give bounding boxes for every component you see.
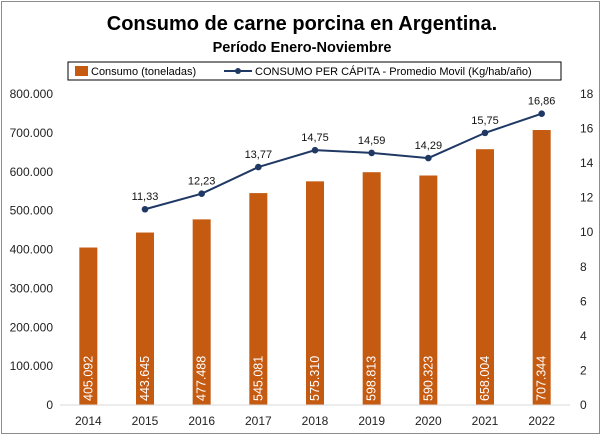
right-tick-label: 10	[580, 225, 594, 239]
left-tick-label: 800.000	[10, 87, 54, 101]
right-tick-label: 18	[580, 87, 594, 101]
x-tick-label: 2021	[472, 414, 499, 428]
right-axis: 0 2 4 6 8 10 12 14 16 18	[580, 87, 594, 412]
bar-data-label: 658.004	[478, 356, 492, 401]
left-tick-label: 0	[46, 398, 53, 412]
x-tick-label: 2022	[528, 414, 555, 428]
bar	[362, 172, 381, 405]
bar	[532, 130, 551, 405]
x-tick-label: 2017	[245, 414, 272, 428]
line-point	[538, 110, 545, 117]
right-tick-label: 6	[580, 294, 587, 308]
right-tick-label: 16	[580, 122, 594, 136]
x-tick-label: 2015	[132, 414, 159, 428]
bar	[192, 219, 211, 405]
bar	[136, 232, 154, 405]
right-tick-label: 14	[580, 156, 594, 170]
line-data-label: 12,23	[188, 176, 216, 188]
line-data-label: 16,86	[528, 96, 556, 108]
legend-bar-swatch	[75, 66, 88, 76]
bar	[249, 193, 268, 405]
left-tick-label: 100.000	[10, 359, 54, 373]
line-path	[144, 112, 542, 211]
left-tick-label: 200.000	[10, 320, 54, 334]
line-data-label: 14,75	[301, 132, 329, 144]
bar-data-label: 443.645	[138, 356, 152, 401]
line-data-label: 11,33	[132, 191, 159, 203]
line-point	[255, 163, 262, 171]
line-point	[311, 146, 319, 154]
bar-data-label: 707.344	[535, 356, 549, 401]
left-tick-label: 400.000	[10, 243, 54, 257]
x-axis: 2014 2015 2016 2017 2018 2019 2020 2021 2022	[75, 414, 555, 428]
bar	[419, 175, 438, 405]
x-tick-label: 2019	[358, 414, 385, 428]
bar-data-label: 477.488	[195, 356, 209, 401]
line-series: 11,33 12,23 13,77 14,75 14,59 14,29 15,75 16,86	[132, 96, 556, 213]
legend-line-label: CONSUMO PER CÁPITA - Promedio Movil (Kg/…	[255, 65, 532, 78]
bar-data-label: 598.813	[365, 356, 379, 401]
x-tick-label: 2014	[75, 414, 102, 428]
line-data-label: 13,77	[245, 149, 273, 161]
right-tick-label: 12	[580, 191, 594, 205]
bar	[306, 181, 324, 405]
bar-data-labels: 405.092 443.645 477.488 545.081 575.310 598.8…	[81, 356, 548, 401]
line-point	[141, 205, 149, 213]
bar	[79, 247, 98, 405]
right-tick-label: 0	[580, 398, 587, 412]
bar	[476, 149, 494, 405]
chart-title: Consumo de carne porcina en Argentina.	[107, 13, 497, 35]
x-tick-label: 2016	[188, 414, 215, 428]
bar-data-label: 405.092	[81, 356, 95, 401]
line-point	[425, 154, 432, 162]
x-tick-label: 2018	[302, 414, 329, 428]
legend-box	[67, 61, 562, 81]
left-tick-label: 700.000	[10, 126, 54, 140]
left-axis: 0 100.000 200.000 300.000 400.000 500.000 600.…	[10, 87, 54, 412]
legend-bar-label: Consumo (toneladas)	[91, 66, 196, 78]
right-tick-label: 2	[580, 363, 587, 377]
bar-data-label: 575.310	[308, 356, 322, 401]
left-tick-label: 500.000	[10, 204, 54, 218]
legend-line-marker	[235, 68, 241, 74]
right-tick-label: 4	[580, 329, 587, 343]
bar-data-label: 545.081	[251, 356, 265, 401]
line-point	[198, 190, 205, 197]
line-data-label: 14,29	[415, 140, 443, 152]
chart-subtitle: Período Enero-Noviembre	[213, 40, 392, 56]
legend: Consumo (toneladas) CONSUMO PER CÁPITA -…	[67, 61, 562, 81]
right-tick-label: 8	[580, 260, 587, 274]
line-point	[481, 129, 489, 137]
line-point	[368, 149, 375, 157]
line-data-label: 15,75	[471, 115, 499, 127]
bar-series	[79, 130, 551, 405]
x-tick-label: 2020	[415, 414, 442, 428]
left-tick-label: 600.000	[10, 165, 54, 179]
left-tick-label: 300.000	[10, 281, 54, 295]
line-data-label: 14,59	[358, 135, 386, 147]
bar-data-label: 590.323	[421, 356, 435, 401]
